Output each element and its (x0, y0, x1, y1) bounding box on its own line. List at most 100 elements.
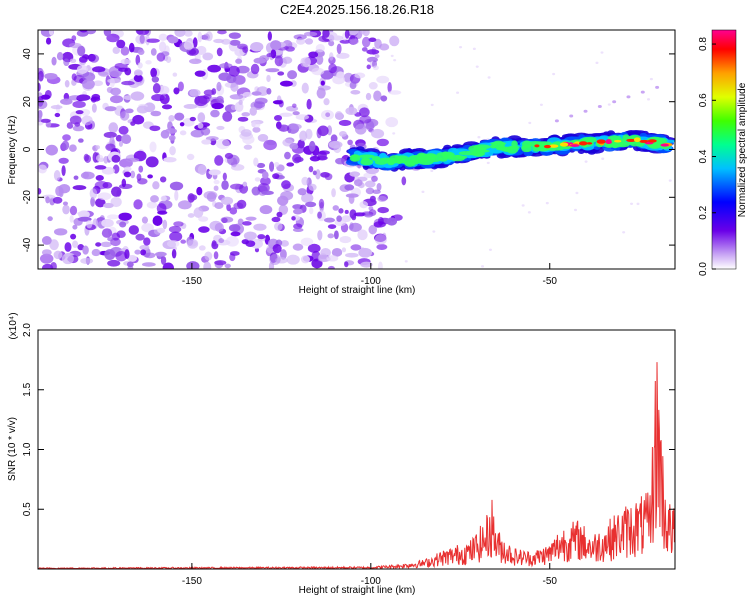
noise-blob (208, 169, 221, 176)
noise-blob (308, 183, 317, 191)
signal-hotspot (605, 139, 612, 143)
noise-blob (118, 125, 129, 135)
noise-blob (140, 249, 147, 256)
noise-blob (595, 61, 599, 65)
noise-blob (338, 208, 344, 214)
noise-blob (345, 252, 359, 258)
noise-blob (387, 81, 392, 93)
snr-y-tick-label: 0.5 (22, 502, 33, 516)
noise-blob (280, 240, 289, 247)
noise-blob (308, 51, 319, 58)
noise-blob (269, 161, 275, 172)
noise-blob (266, 74, 271, 83)
noise-blob (71, 73, 77, 81)
noise-blob (95, 175, 104, 181)
colorbar: 0.0 0.2 0.4 0.6 0.8 Normalized spectral ampl… (698, 29, 748, 276)
signal-blob (537, 148, 548, 152)
noise-blob (224, 152, 234, 160)
signal-blob (607, 135, 622, 141)
noise-blob (146, 201, 158, 209)
signal-blob (387, 159, 396, 166)
noise-blob (528, 121, 532, 125)
noise-blob (350, 89, 361, 95)
noise-blob (385, 117, 399, 128)
noise-blob (169, 181, 184, 191)
noise-blob (202, 52, 214, 61)
signal-hotspot (613, 139, 622, 143)
noise-blob (151, 94, 165, 102)
noise-blob (147, 174, 153, 179)
noise-blob (109, 77, 115, 88)
noise-blob (371, 128, 385, 139)
noise-blob (328, 34, 335, 42)
noise-blob (89, 54, 100, 63)
noise-blob (120, 58, 132, 65)
noise-blob (137, 62, 143, 69)
noise-blob (123, 171, 132, 178)
spectrogram-x-label: Height of straight line (km) (299, 285, 416, 296)
noise-blob (145, 60, 152, 65)
noise-blob (290, 80, 297, 87)
noise-blob (282, 56, 293, 64)
noise-blob (373, 90, 382, 102)
noise-blob (173, 221, 184, 227)
noise-blob (253, 57, 267, 64)
noise-blob (143, 237, 151, 246)
signal-blob (473, 144, 491, 150)
noise-blob (112, 46, 120, 55)
noise-blob (133, 199, 143, 210)
noise-blob (279, 249, 287, 260)
noise-blob (135, 233, 145, 241)
colorbar-ticks: 0.0 0.2 0.4 0.6 0.8 (698, 37, 716, 276)
noise-blob (347, 139, 353, 146)
noise-blob (152, 215, 163, 226)
noise-blob (388, 90, 402, 95)
noise-blob (76, 64, 88, 75)
noise-blob (349, 81, 357, 90)
signal-harmonic-blob (640, 90, 645, 94)
noise-blob (300, 237, 314, 246)
spectrogram-y-label: Frequency (Hz) (7, 116, 18, 185)
noise-blob (250, 41, 264, 52)
noise-blob (69, 58, 77, 64)
noise-blob (81, 115, 93, 126)
noise-blob (228, 224, 241, 232)
noise-blob (60, 98, 73, 105)
signal-hotspot (660, 143, 669, 147)
noise-blob (607, 103, 611, 106)
signal-harmonic-blob (569, 114, 574, 118)
noise-blob (649, 77, 653, 81)
noise-blob (243, 144, 253, 150)
noise-blob (56, 52, 64, 61)
noise-blob (173, 87, 180, 95)
noise-blob (329, 52, 334, 61)
signal-hotspot (569, 144, 580, 147)
noise-blob (301, 176, 309, 186)
noise-blob (368, 224, 377, 235)
noise-blob (272, 173, 280, 180)
chart-title: C2E4.2025.156.18.26.R18 (280, 2, 434, 17)
noise-blob (376, 243, 388, 251)
noise-blob (86, 220, 93, 229)
noise-blob (245, 216, 257, 221)
noise-blob (158, 85, 170, 95)
noise-blob (61, 140, 70, 151)
noise-blob (160, 195, 167, 202)
signal-hotspot (639, 139, 648, 143)
signal-blobs (345, 85, 675, 172)
noise-blob (108, 122, 119, 134)
noise-blob (284, 151, 291, 160)
colorbar-tick-label: 0.2 (698, 205, 709, 219)
noise-blob (89, 188, 98, 200)
noise-blob (386, 217, 398, 226)
noise-blob (109, 70, 122, 78)
noise-blob (62, 201, 68, 206)
noise-blob (477, 136, 481, 139)
noise-blob (151, 76, 160, 83)
snr-x-label: Height of straight line (km) (299, 585, 416, 596)
noise-blob (539, 103, 543, 107)
noise-blob (103, 30, 112, 37)
noise-blob (38, 114, 42, 123)
noise-blob (287, 70, 298, 80)
colorbar-tick-label: 0.6 (698, 93, 709, 107)
